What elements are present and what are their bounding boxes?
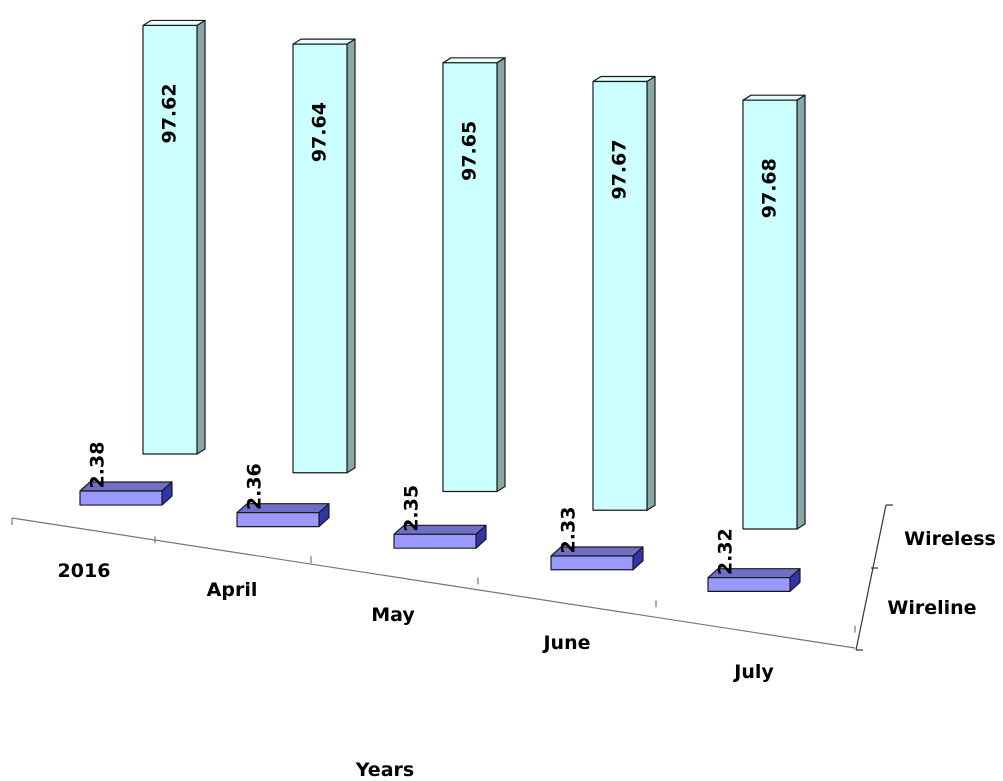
category-axis-labels: 2016 April May June July xyxy=(58,560,775,683)
series-label-wireline: Wireline xyxy=(887,597,976,619)
category-label-april: April xyxy=(207,579,258,601)
wireless-data-label: 97.62 xyxy=(159,83,181,143)
wireline-bar xyxy=(707,568,801,592)
wireline-data-label: 2.36 xyxy=(244,463,266,510)
category-axis-line xyxy=(11,517,856,649)
wireless-bar xyxy=(742,94,806,530)
wireless-bar xyxy=(142,19,206,455)
chart-bars: 97.62 97.64 97.65 97.67 97.68 2.38 2.36 2.35 2.3… xyxy=(79,19,806,592)
wireless-data-label: 97.68 xyxy=(759,158,781,218)
series-label-wireless: Wireless xyxy=(904,528,996,550)
wireless-data-label: 97.64 xyxy=(309,102,331,162)
wireline-bar xyxy=(393,524,487,549)
series-axis-labels: Wireless Wireline xyxy=(887,528,995,619)
wireline-data-label: 2.33 xyxy=(558,507,580,554)
category-label-july: July xyxy=(732,661,774,683)
wireline-bar xyxy=(550,546,644,571)
chart-axes xyxy=(11,504,893,651)
wireline-data-label: 2.35 xyxy=(401,485,423,532)
series-axis-line xyxy=(855,504,887,651)
wireline-data-label: 2.32 xyxy=(715,528,737,575)
wireline-data-label: 2.38 xyxy=(87,442,109,489)
wireline-bar xyxy=(236,503,330,528)
wireless-data-label: 97.65 xyxy=(459,121,481,181)
wireline-bar xyxy=(79,481,173,506)
category-label-may: May xyxy=(371,604,415,626)
wireless-bar xyxy=(292,38,356,474)
category-label-june: June xyxy=(541,632,590,654)
wireless-bar xyxy=(442,57,506,493)
wireless-data-label: 97.67 xyxy=(609,139,631,199)
category-label-2016: 2016 xyxy=(58,560,111,582)
wireless-bar xyxy=(592,75,656,511)
x-axis-title: Years xyxy=(355,759,414,781)
